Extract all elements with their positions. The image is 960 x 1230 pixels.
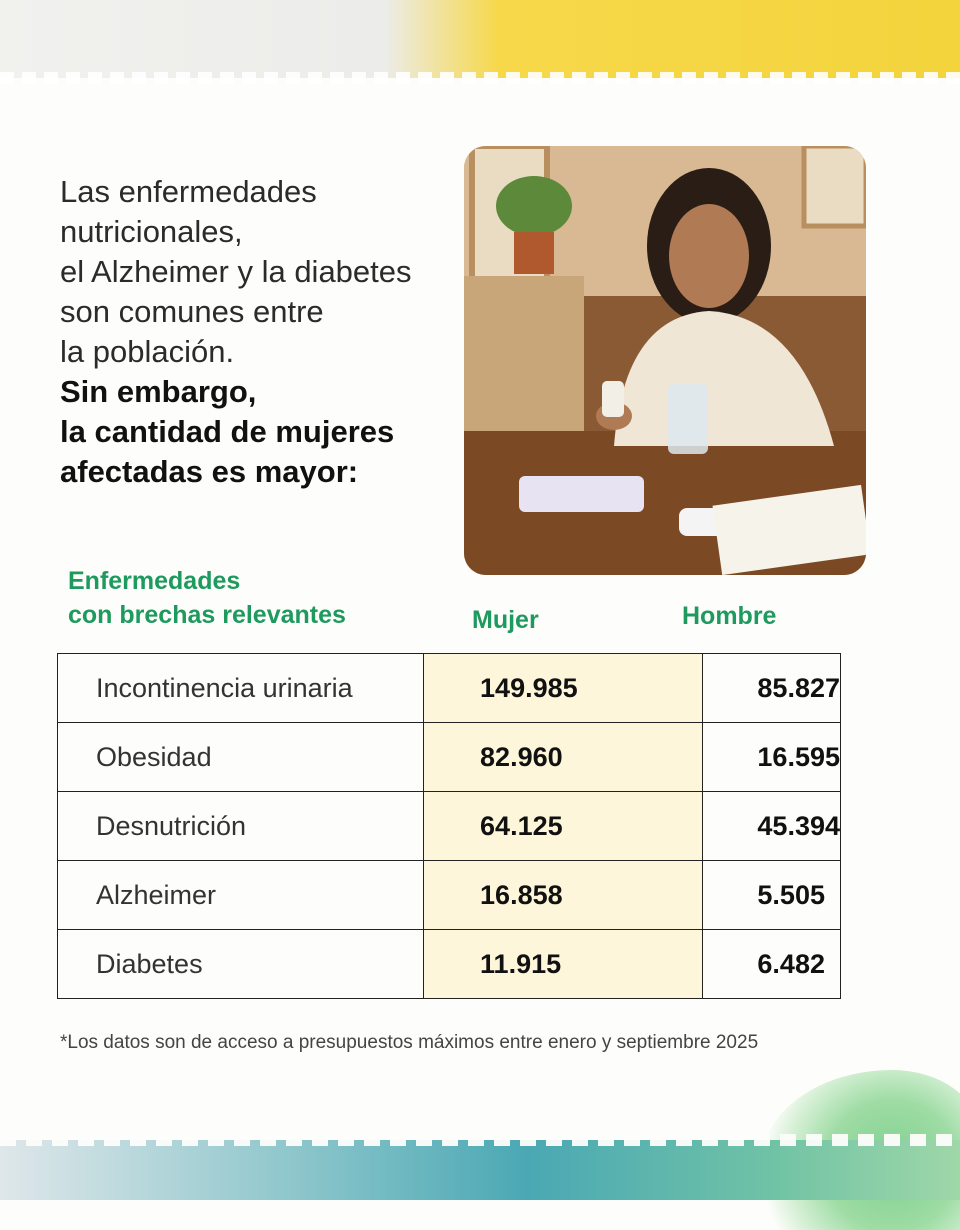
mujer-value: 82.960 (423, 722, 704, 792)
mujer-value: 64.125 (423, 791, 704, 861)
table-heading: Enfermedades con brechas relevantes (68, 564, 398, 632)
bottom-decorative-band (0, 1134, 960, 1200)
intro-bold-line: afectadas es mayor: (60, 454, 359, 489)
disease-name: Alzheimer (56, 860, 425, 930)
intro-bold-line: la cantidad de mujeres (60, 414, 395, 449)
intro-bold-line: Sin embargo, (60, 374, 257, 409)
hombre-value: 6.482 (702, 929, 841, 999)
hombre-value: 16.595 (702, 722, 841, 792)
column-header-hombre: Hombre (682, 602, 777, 630)
mujer-value: 11.915 (423, 929, 704, 999)
column-header-mujer: Mujer (472, 606, 539, 634)
top-decorative-band (0, 0, 960, 84)
data-source-footnote: *Los datos son de acceso a presupuestos … (60, 1032, 759, 1053)
hombre-value: 45.394 (702, 791, 841, 861)
mujer-value: 149.985 (423, 653, 704, 723)
table-row: Alzheimer 16.858 5.505 (56, 860, 841, 930)
mujer-value: 16.858 (423, 860, 704, 930)
hombre-value: 5.505 (702, 860, 841, 930)
intro-line: nutricionales, (60, 214, 243, 249)
intro-line: la población. (60, 334, 235, 369)
table-row: Diabetes 11.915 6.482 (56, 929, 841, 999)
table-row: Obesidad 82.960 16.595 (56, 722, 841, 792)
intro-line: el Alzheimer y la diabetes (60, 254, 412, 289)
disease-name: Obesidad (56, 722, 425, 792)
table-row: Desnutrición 64.125 45.394 (56, 791, 841, 861)
table-heading-line: Enfermedades (68, 567, 241, 595)
disease-gap-table: Incontinencia urinaria 149.985 85.827 Ob… (56, 653, 841, 999)
disease-name: Incontinencia urinaria (56, 653, 425, 723)
intro-line: Las enfermedades (60, 174, 317, 209)
intro-text: Las enfermedades nutricionales, el Alzhe… (60, 172, 460, 492)
table-heading-line: con brechas relevantes (68, 601, 346, 629)
photo-illustration (464, 146, 866, 575)
table-row: Incontinencia urinaria 149.985 85.827 (56, 653, 841, 723)
disease-name: Desnutrición (56, 791, 425, 861)
hombre-value: 85.827 (702, 653, 841, 723)
intro-line: son comunes entre (60, 294, 324, 329)
disease-name: Diabetes (56, 929, 425, 999)
woman-with-medication-photo (464, 146, 866, 575)
